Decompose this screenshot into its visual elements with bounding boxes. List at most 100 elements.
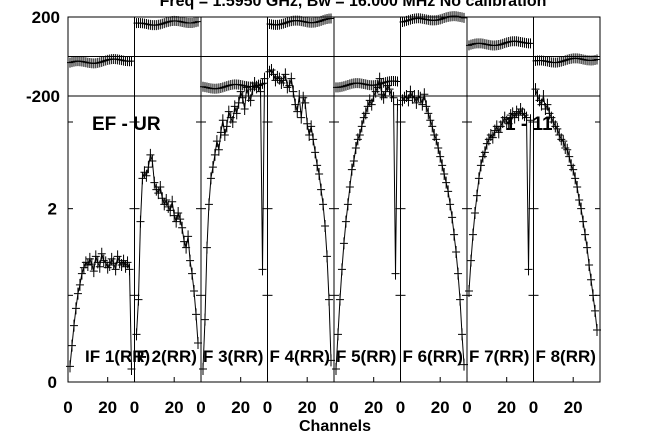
amplitude-point: [563, 143, 572, 156]
amplitude-point: [146, 148, 155, 161]
amplitude-point: [454, 267, 463, 280]
if-label: F 6(RR): [403, 347, 463, 366]
amplitude-point: [400, 91, 409, 104]
amplitude-panel-frame: [466, 95, 534, 383]
channel-tick-label: 20: [564, 398, 583, 417]
if-panel: F 5(RR): [332, 16, 402, 383]
amplitude-series: [132, 148, 202, 349]
amplitude-point: [488, 131, 497, 144]
amplitude-point: [575, 194, 584, 206]
amplitude-point: [289, 85, 298, 98]
amplitude-point: [375, 72, 384, 85]
channel-tick-label: 20: [98, 398, 117, 417]
channel-tick-label: 20: [231, 398, 250, 417]
if-label: F 7(RR): [469, 347, 529, 366]
amplitude-point: [577, 202, 586, 215]
amplitude-tick-label: 2: [48, 200, 57, 219]
amplitude-point: [140, 166, 149, 179]
amplitude-point: [265, 65, 274, 78]
amplitude-point: [75, 278, 84, 291]
amplitude-point: [119, 254, 128, 267]
channel-tick-label: 0: [396, 398, 405, 417]
chart-title: Freq = 1.5950 GHz, Bw = 16.000 MHz No ca…: [160, 0, 547, 10]
channel-tick-label: 0: [263, 398, 272, 417]
amplitude-point: [442, 176, 451, 189]
amplitude-point: [125, 263, 134, 276]
phase-point: [195, 16, 201, 27]
amplitude-point: [283, 81, 292, 94]
amplitude-point: [172, 215, 181, 228]
phase-tick-label: -200: [26, 87, 60, 106]
amplitude-point: [156, 181, 165, 193]
amplitude-point: [351, 142, 360, 154]
amplitude-point: [506, 109, 515, 122]
amplitude-point: [77, 267, 86, 280]
amplitude-point: [220, 129, 229, 141]
amplitude-point: [168, 195, 177, 208]
amplitude-axis: 20: [48, 200, 57, 392]
amplitude-point: [313, 159, 322, 172]
amplitude-point: [87, 258, 96, 271]
amplitude-point: [97, 247, 106, 260]
amplitude-point: [228, 116, 237, 128]
amplitude-point: [408, 91, 417, 104]
phase-point: [394, 76, 401, 87]
amplitude-panel-frame: [67, 95, 135, 383]
amplitude-point: [258, 263, 267, 276]
amplitude-series: [465, 103, 535, 297]
if-label: F 5(RR): [336, 347, 396, 366]
amplitude-point: [589, 289, 598, 302]
amplitude-point: [557, 133, 566, 146]
amplitude-point: [379, 91, 388, 104]
phase-series: [333, 76, 401, 93]
amplitude-point: [186, 254, 195, 267]
amplitude-point: [230, 100, 239, 113]
amplitude-point: [347, 163, 356, 176]
amplitude-point: [466, 254, 475, 267]
amplitude-point: [152, 183, 161, 196]
amplitude-point: [389, 91, 398, 104]
amplitude-point: [307, 120, 316, 133]
scan-label: 1 - 11: [505, 114, 553, 135]
channel-tick-label: 0: [462, 398, 471, 417]
amplitude-point: [224, 105, 233, 118]
amplitude-point: [105, 259, 114, 271]
phase-point: [594, 54, 600, 65]
amplitude-point: [174, 207, 183, 219]
channel-tick-label: 0: [130, 398, 139, 417]
amplitude-point: [85, 252, 94, 265]
amplitude-point: [232, 107, 241, 120]
amplitude-point: [448, 211, 457, 224]
if-panel: F 8(RR): [531, 16, 601, 383]
amplitude-point: [295, 90, 304, 102]
amplitude-point: [512, 105, 521, 118]
if-panels: IF 1(RR)F 2(RR) F 3(RR) F 4(RR) F 5(RR) F 6(…: [66, 11, 601, 383]
amplitude-point: [293, 105, 302, 118]
amplitude-point: [573, 181, 582, 193]
amplitude-point: [115, 256, 124, 269]
amplitude-point: [581, 228, 590, 241]
amplitude-point: [502, 116, 511, 128]
amplitude-point: [216, 126, 225, 139]
amplitude-point: [103, 261, 112, 274]
channel-tick-label: 0: [329, 398, 338, 417]
amplitude-point: [553, 122, 562, 135]
baseline-label: EF - UR: [92, 114, 161, 135]
amplitude-point: [297, 111, 306, 124]
amplitude-point: [218, 114, 227, 127]
amplitude-point: [311, 146, 320, 159]
amplitude-point: [440, 168, 449, 180]
amplitude-point: [561, 142, 570, 154]
amplitude-point: [355, 129, 364, 141]
amplitude-point: [192, 308, 201, 321]
amplitude-point: [587, 273, 596, 286]
x-axis-label: Channels: [299, 418, 371, 435]
amplitude-point: [349, 155, 358, 167]
amplitude-point: [414, 90, 423, 102]
amplitude-point: [367, 98, 376, 111]
amplitude-point: [154, 187, 163, 200]
amplitude-point: [309, 133, 318, 146]
amplitude-point: [212, 135, 221, 148]
if-panel: F 7(RR): [465, 16, 535, 383]
amplitude-point: [279, 74, 288, 87]
